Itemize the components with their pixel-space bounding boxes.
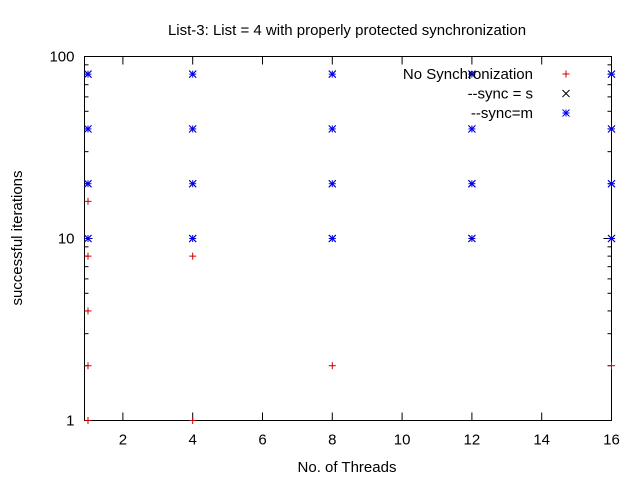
- x-axis-title: No. of Threads: [298, 459, 397, 476]
- legend-marker: [562, 89, 570, 98]
- data-point: [84, 362, 92, 370]
- y-tick-label: 1: [66, 413, 74, 430]
- data-point: [84, 307, 92, 315]
- data-point: [328, 125, 337, 133]
- data-point: [468, 234, 476, 243]
- data-point: [189, 252, 197, 260]
- x-tick-label: 10: [394, 432, 411, 449]
- data-point: [328, 362, 336, 370]
- data-point: [188, 125, 197, 133]
- tick-labels: 2 4 6 8 10 12 14 16 1 10 100: [49, 49, 619, 449]
- data-point: [607, 179, 616, 188]
- data-point: [468, 179, 476, 188]
- y-tick-label: 100: [49, 49, 74, 66]
- data-point: [328, 70, 337, 78]
- data-point: [328, 179, 337, 188]
- y-tick-label: 10: [58, 231, 75, 248]
- data-point: [468, 70, 476, 78]
- data-point: [84, 125, 92, 133]
- data-points: [84, 70, 616, 424]
- x-tick-label: 4: [189, 432, 197, 449]
- data-point: [607, 234, 616, 243]
- data-point: [84, 252, 92, 260]
- data-point: [188, 70, 197, 78]
- data-point: [607, 70, 616, 78]
- chart-title: List-3: List = 4 with properly protected…: [168, 22, 526, 39]
- x-tick-label: 2: [119, 432, 127, 449]
- data-point: [608, 362, 615, 370]
- data-point: [607, 125, 616, 133]
- legend-marker: [562, 109, 570, 117]
- data-point: [84, 234, 92, 243]
- data-point: [84, 417, 92, 424]
- data-point: [188, 234, 197, 243]
- data-point: [468, 125, 476, 133]
- legend-label: --sync=m: [471, 105, 533, 122]
- data-point: [188, 179, 197, 188]
- legend-label: --sync = s: [468, 86, 533, 103]
- legend: No Synchronization --sync = s --sync=m: [403, 66, 570, 122]
- legend-label: No Synchronization: [403, 66, 533, 83]
- data-point: [189, 417, 197, 424]
- x-tick-label: 8: [328, 432, 336, 449]
- x-tick-label: 16: [603, 432, 620, 449]
- data-point: [328, 234, 337, 243]
- data-point: [84, 197, 92, 205]
- x-tick-label: 14: [533, 432, 550, 449]
- data-point: [84, 179, 92, 188]
- x-tick-label: 12: [464, 432, 481, 449]
- y-axis-title: successful iterations: [9, 170, 26, 305]
- data-point: [84, 70, 92, 78]
- x-tick-label: 6: [258, 432, 266, 449]
- legend-marker: [562, 70, 570, 78]
